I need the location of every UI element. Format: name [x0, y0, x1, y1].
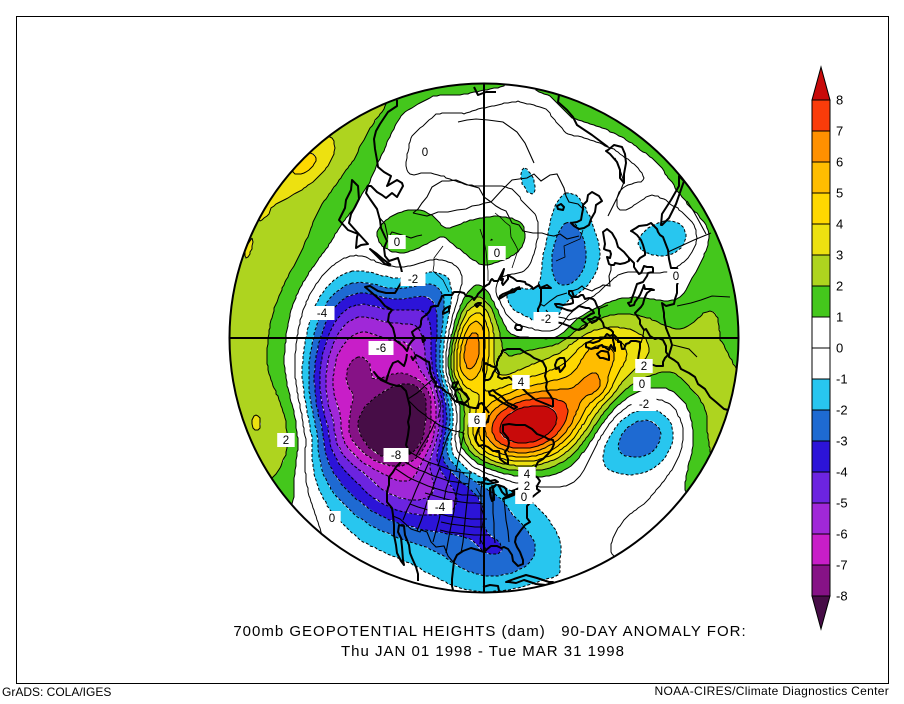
- svg-text:-4: -4: [836, 465, 848, 480]
- svg-text:-2: -2: [541, 314, 551, 326]
- svg-text:-4: -4: [317, 308, 328, 320]
- svg-text:700mb GEOPOTENTIAL HEIGHTS (da: 700mb GEOPOTENTIAL HEIGHTS (dam) 90-DAY …: [233, 623, 746, 640]
- svg-text:-3: -3: [836, 434, 848, 449]
- svg-text:-7: -7: [836, 558, 848, 573]
- svg-text:-2: -2: [408, 274, 418, 286]
- svg-text:3: 3: [836, 248, 843, 263]
- svg-text:2: 2: [524, 481, 530, 493]
- svg-text:8: 8: [836, 93, 843, 108]
- svg-text:6: 6: [474, 415, 480, 427]
- svg-text:0: 0: [422, 147, 428, 159]
- svg-text:-4: -4: [435, 502, 446, 514]
- svg-text:Thu JAN 01 1998 - Tue MAR 31 1: Thu JAN 01 1998 - Tue MAR 31 1998: [341, 643, 625, 660]
- svg-text:0: 0: [329, 513, 335, 525]
- svg-text:0: 0: [836, 341, 843, 356]
- svg-text:-8: -8: [391, 450, 401, 462]
- svg-text:0: 0: [639, 379, 645, 391]
- svg-text:-6: -6: [376, 343, 386, 355]
- svg-text:2: 2: [283, 435, 289, 447]
- svg-text:0: 0: [673, 271, 679, 283]
- svg-text:4: 4: [836, 217, 843, 232]
- svg-text:2: 2: [836, 279, 843, 294]
- svg-text:7: 7: [836, 124, 843, 139]
- svg-text:-1: -1: [836, 372, 848, 387]
- svg-text:1: 1: [836, 310, 843, 325]
- svg-text:2: 2: [641, 361, 647, 373]
- svg-text:0: 0: [521, 492, 527, 504]
- svg-text:-8: -8: [836, 589, 848, 604]
- svg-text:-2: -2: [836, 403, 848, 418]
- svg-text:NOAA-CIRES/Climate Diagnostics: NOAA-CIRES/Climate Diagnostics Center: [655, 684, 890, 698]
- svg-text:0: 0: [394, 237, 400, 249]
- svg-text:5: 5: [836, 186, 843, 201]
- svg-text:6: 6: [836, 155, 843, 170]
- svg-text:-2: -2: [639, 399, 649, 411]
- svg-text:GrADS: COLA/IGES: GrADS: COLA/IGES: [2, 685, 111, 699]
- svg-text:4: 4: [518, 377, 525, 389]
- svg-text:-6: -6: [836, 527, 848, 542]
- svg-text:4: 4: [524, 469, 531, 481]
- svg-text:0: 0: [494, 248, 500, 260]
- svg-text:-5: -5: [836, 496, 848, 511]
